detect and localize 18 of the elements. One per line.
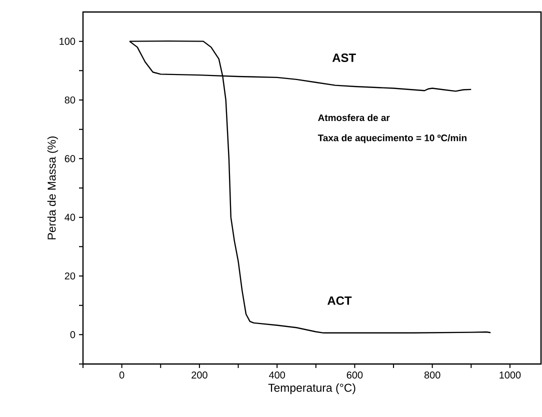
y-tick-label: 80 [64,96,76,104]
series-label: AST [332,54,356,62]
annotation: Atmosfera de ar [318,114,390,122]
x-tick-label: 200 [192,372,208,379]
x-tick-label: 600 [346,372,363,379]
x-tick-label: 400 [268,372,285,379]
x-axis-title: Temperatura (°C) [268,383,356,394]
y-axis-title: Perda de Massa (%) [47,136,58,240]
y-tick-label: 40 [64,214,76,221]
y-tick-label: 0 [70,331,76,338]
annotation: Taxa de aquecimento = 10 ºC/min [318,134,466,144]
x-tick-label: 0 [119,372,124,379]
y-tick-label: 60 [64,155,76,162]
x-tick-label: 1000 [500,372,521,379]
y-tick-label: 100 [60,38,76,45]
text: ACT [327,296,352,305]
y-tick-label: 20 [64,272,76,280]
x-tick-label: 800 [424,372,440,379]
